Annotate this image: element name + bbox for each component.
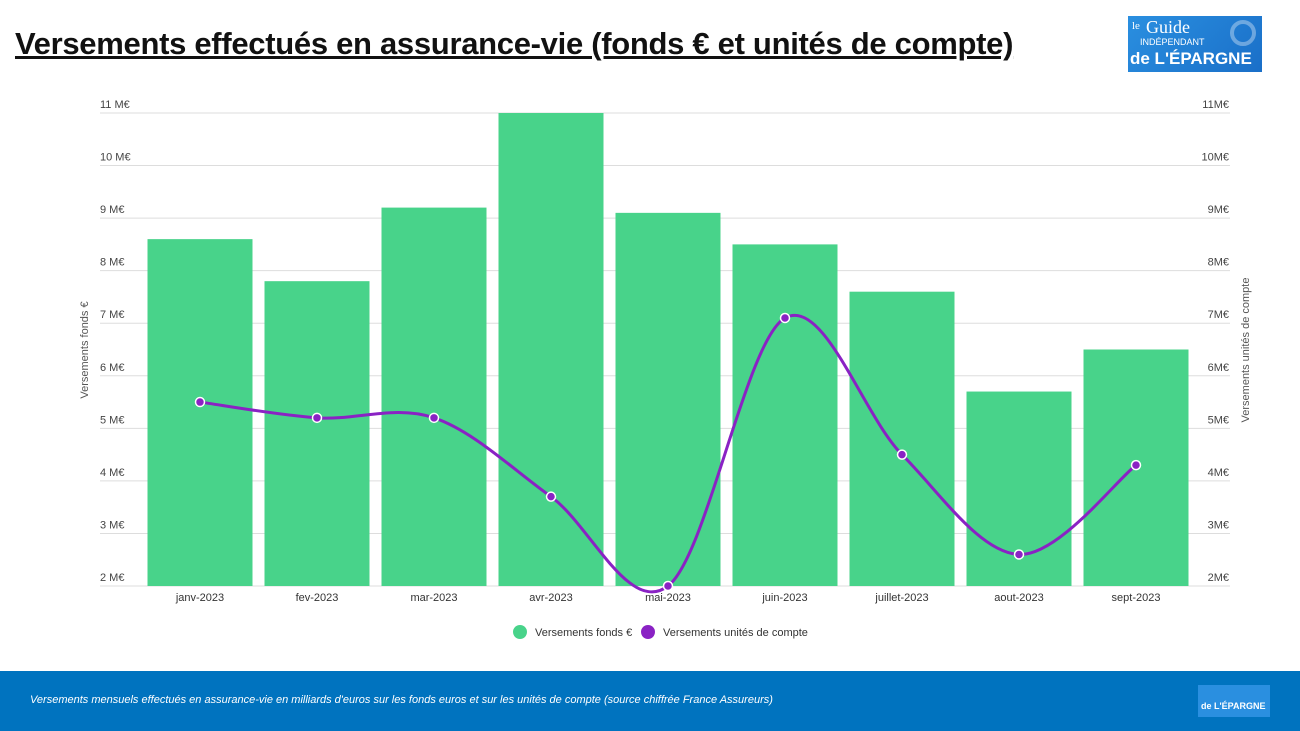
x-tick-label: aout-2023: [994, 592, 1044, 604]
line-point: [779, 312, 791, 324]
y-right-tick-label: 5M€: [1208, 414, 1229, 426]
x-tick-label: sept-2023: [1112, 592, 1161, 604]
line-point: [545, 491, 557, 502]
y-tick-label: 6 M€: [100, 362, 124, 374]
logo-ring-icon: [1230, 20, 1256, 46]
footer-banner: Versements mensuels effectués en assuran…: [0, 671, 1300, 731]
legend-swatch-uc: [641, 625, 655, 639]
line-point: [194, 396, 206, 408]
y-right-tick-label: 7M€: [1208, 309, 1229, 321]
y-tick-label: 8 M€: [100, 257, 124, 269]
y-right-tick-label: 11M€: [1202, 99, 1229, 111]
y-right-tick-label: 9M€: [1208, 204, 1229, 216]
y-right-tick-label: 10M€: [1201, 152, 1229, 164]
logo-text-epargne: de L'ÉPARGNE: [1130, 49, 1252, 68]
line-point: [662, 580, 674, 592]
y-tick-label: 5 M€: [100, 414, 124, 426]
y-right-tick-label: 8M€: [1208, 257, 1229, 269]
y-tick-label: 9 M€: [100, 204, 124, 216]
line-point: [1013, 549, 1025, 560]
y-right-tick-label: 4M€: [1208, 467, 1229, 479]
combo-chart: 2 M€ 2M€ 3 M€ 3M€ 4 M€ 4M€ 5 M€ 5M€ 6 M€ 6M€ 7 M€ 7…: [79, 99, 1252, 639]
legend-label-uc: Versements unités de compte: [663, 627, 808, 639]
x-tick-label: janv-2023: [175, 592, 224, 604]
legend-label-fonds: Versements fonds €: [535, 627, 632, 639]
logo-text-guide: Guide: [1146, 17, 1190, 37]
x-tick-label: mar-2023: [410, 592, 457, 604]
footer-logo-text: de L'ÉPARGNE: [1201, 701, 1266, 711]
footer-logo: de L'ÉPARGNE: [1198, 685, 1270, 717]
logo-text-independant: INDÉPENDANT: [1140, 37, 1205, 47]
y-right-tick-label: 3M€: [1208, 519, 1229, 531]
bar: [849, 291, 955, 586]
y-tick-label: 11 M€: [100, 99, 130, 111]
legend-swatch-fonds: [513, 625, 527, 639]
y-tick-label: 3 M€: [100, 519, 124, 531]
line-point: [896, 449, 908, 460]
footer-caption: Versements mensuels effectués en assuran…: [30, 694, 773, 706]
guide-epargne-logo: le Guide INDÉPENDANT de L'ÉPARGNE: [1128, 16, 1262, 72]
line-point: [1130, 459, 1142, 471]
page-title: Versements effectués en assurance-vie (f…: [15, 26, 1014, 61]
x-tick-label: fev-2023: [296, 592, 339, 604]
y-tick-label: 10 M€: [100, 152, 131, 164]
y-tick-label: 7 M€: [100, 309, 124, 321]
y-right-tick-label: 2M€: [1208, 572, 1229, 584]
bar: [498, 113, 604, 586]
x-tick-label: avr-2023: [529, 592, 572, 604]
x-tick-label: juillet-2023: [874, 592, 928, 604]
bar: [732, 244, 838, 586]
bar: [615, 212, 721, 586]
bar: [264, 281, 370, 586]
y-tick-label: 4 M€: [100, 467, 124, 479]
y-right-tick-label: 6M€: [1208, 362, 1229, 374]
y-tick-label: 2 M€: [100, 572, 124, 584]
bar: [147, 239, 253, 586]
logo-text-le: le: [1132, 20, 1140, 32]
bar: [381, 207, 487, 586]
line-point: [428, 412, 440, 424]
y-right-axis-label: Versements unités de compte: [1240, 278, 1252, 423]
x-tick-label: juin-2023: [761, 592, 807, 604]
y-axis-label: Versements fonds €: [79, 301, 91, 398]
line-series: [199, 313, 1137, 594]
x-tick-label: mai-2023: [645, 592, 691, 604]
line-point: [311, 412, 323, 424]
